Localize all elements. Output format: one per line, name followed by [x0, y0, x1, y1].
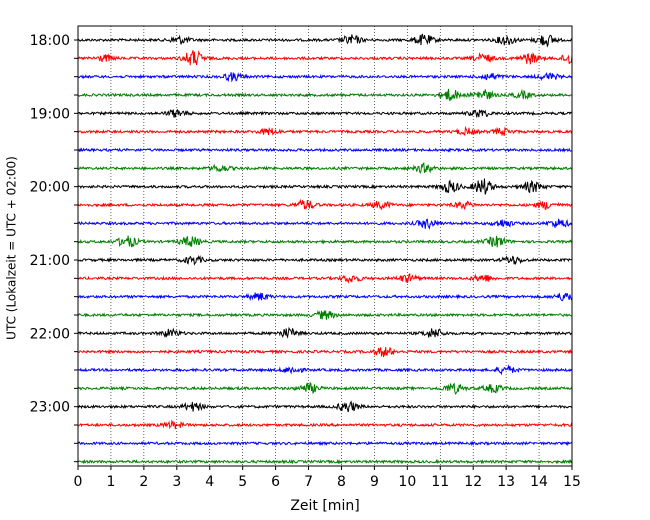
trace-line-2045: [77, 235, 573, 248]
trace-line-2330: [77, 440, 573, 447]
trace-line-1830: [77, 72, 573, 83]
y-tick-label-1900: 19:00: [30, 106, 70, 122]
x-tick-label-13: 13: [497, 474, 515, 490]
y-tick-label-2100: 21:00: [30, 253, 70, 269]
trace-line-2300: [77, 400, 573, 413]
trace-line-1900: [77, 108, 573, 118]
trace-line-2200: [77, 326, 573, 339]
x-tick-label-4: 4: [205, 474, 214, 490]
trace-line-1945: [77, 161, 573, 175]
x-tick-label-0: 0: [74, 474, 83, 490]
trace-line-2215: [77, 346, 573, 358]
x-tick-label-11: 11: [431, 474, 449, 490]
trace-line-1815: [77, 50, 573, 66]
x-axis-label: Zeit [min]: [290, 498, 359, 514]
y-tick-label-2300: 23:00: [30, 400, 70, 416]
trace-line-1845: [77, 88, 573, 102]
trace-line-2100: [77, 254, 573, 266]
y-axis-label: UTC (Lokalzeit = UTC + 02:00): [5, 156, 19, 340]
y-axis-ticks: 18:00 19:00 20:00 21:00 22:00 23:00: [30, 33, 78, 463]
x-tick-label-10: 10: [398, 474, 416, 490]
seismic-traces: [77, 33, 573, 465]
trace-line-2245: [77, 381, 573, 395]
x-tick-label-12: 12: [464, 474, 482, 490]
x-tick-label-15: 15: [563, 474, 581, 490]
x-tick-label-6: 6: [271, 474, 280, 490]
trace-line-2315: [77, 419, 573, 430]
x-tick-label-2: 2: [139, 474, 148, 490]
trace-line-2115: [77, 273, 573, 284]
x-tick-label-14: 14: [530, 474, 548, 490]
trace-line-2130: [77, 292, 573, 302]
y-tick-label-1800: 18:00: [30, 33, 70, 49]
trace-line-2345: [77, 458, 573, 465]
plot-frame: [77, 25, 573, 467]
x-tick-label-5: 5: [238, 474, 247, 490]
trace-line-2000: [77, 178, 573, 195]
trace-line-1915: [77, 125, 573, 136]
grid-lines: [110, 26, 540, 466]
trace-line-2015: [77, 198, 573, 211]
x-tick-label-8: 8: [337, 474, 346, 490]
trace-line-2230: [77, 364, 573, 376]
y-tick-label-2200: 22:00: [30, 326, 70, 342]
trace-line-2030: [77, 218, 573, 230]
trace-line-2145: [77, 309, 573, 320]
x-axis-ticks: 0 1 2 3 4 5 6 7 8 9 10 11 12 13 14 15: [74, 466, 581, 490]
x-tick-label-3: 3: [172, 474, 181, 490]
x-tick-label-9: 9: [370, 474, 379, 490]
trace-line-1930: [77, 147, 573, 153]
x-tick-label-7: 7: [304, 474, 313, 490]
y-tick-label-2000: 20:00: [30, 180, 70, 196]
trace-line-1800: [77, 33, 573, 48]
x-tick-label-1: 1: [106, 474, 115, 490]
